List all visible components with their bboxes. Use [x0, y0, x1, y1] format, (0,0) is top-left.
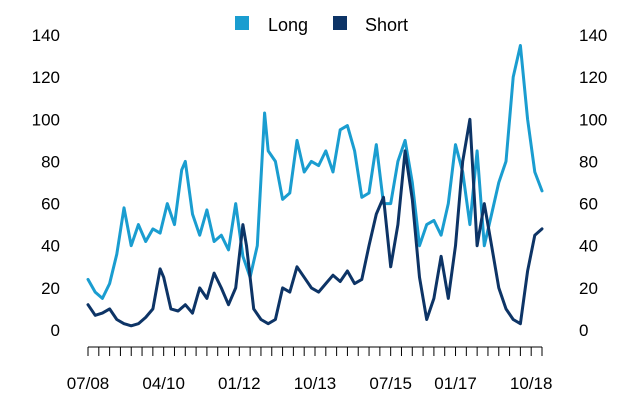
y-axis-right: 0 20 40 60 80 100 120 140: [579, 26, 607, 340]
y-axis-left: 0 20 40 60 80 100 120 140: [32, 26, 60, 340]
y-tick-label-right: 80: [579, 152, 598, 171]
y-tick-label-right: 120: [579, 68, 607, 87]
y-tick-label-right: 40: [579, 237, 598, 256]
y-tick-label-right: 20: [579, 279, 598, 298]
x-tick-label: 10/18: [510, 374, 553, 393]
legend-swatch-short: [333, 16, 347, 30]
legend-label-short: Short: [365, 15, 408, 35]
x-tick-label: 07/08: [67, 374, 110, 393]
y-tick-label-left: 100: [32, 110, 60, 129]
x-axis: 07/08 04/10 01/12 10/13 07/15 01/17 10/18: [67, 346, 553, 393]
x-tick-label: 01/12: [218, 374, 261, 393]
legend-swatch-long: [235, 16, 249, 30]
y-tick-label-left: 120: [32, 68, 60, 87]
y-tick-label-right: 60: [579, 195, 598, 214]
y-tick-label-left: 60: [41, 195, 60, 214]
x-tick-label: 04/10: [142, 374, 185, 393]
series-line-long: [86, 44, 544, 300]
y-tick-label-left: 40: [41, 237, 60, 256]
y-tick-label-right: 100: [579, 110, 607, 129]
y-tick-label-right: 140: [579, 26, 607, 45]
y-tick-label-left: 140: [32, 26, 60, 45]
series-layer: [86, 44, 544, 328]
legend: Long Short: [235, 15, 408, 35]
x-tick-label: 07/15: [369, 374, 412, 393]
legend-label-long: Long: [268, 15, 308, 35]
y-tick-label-left: 20: [41, 279, 60, 298]
y-tick-label-left: 80: [41, 152, 60, 171]
x-tick-label: 10/13: [294, 374, 337, 393]
x-tick-label: 01/17: [434, 374, 477, 393]
series-line-short: [86, 117, 544, 328]
y-tick-label-right: 0: [579, 321, 588, 340]
y-tick-label-left: 0: [51, 321, 60, 340]
